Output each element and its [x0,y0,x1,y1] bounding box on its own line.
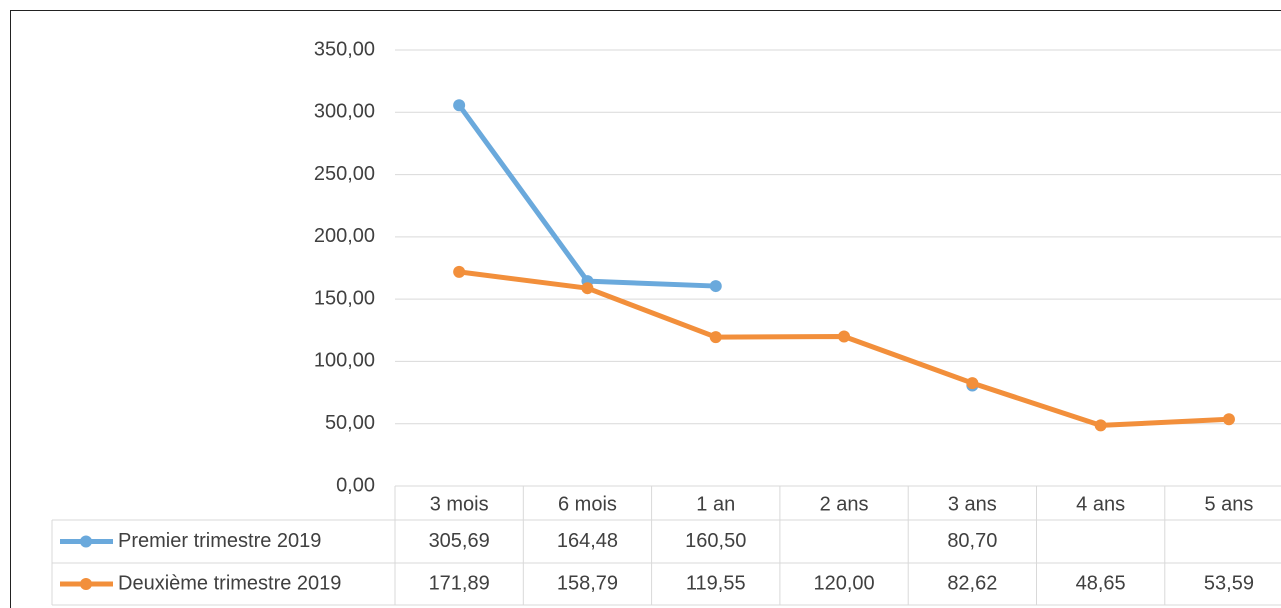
table-value: 305,69 [429,530,490,552]
series-marker [1094,419,1107,432]
y-tick-label: 150,00 [314,287,375,309]
table-value: 119,55 [686,572,746,594]
table-value: 80,70 [947,530,997,552]
y-tick-label: 100,00 [314,350,375,372]
series-marker [1222,413,1235,426]
y-tick-label: 300,00 [314,101,375,123]
x-tick-label: 6 mois [558,493,617,515]
table-value: 160,50 [685,530,746,552]
y-tick-label: 0,00 [336,474,375,496]
x-tick-label: 3 ans [948,493,997,515]
legend-key-marker [80,535,92,548]
x-tick-label: 3 mois [430,493,489,515]
y-tick-label: 200,00 [314,225,375,247]
series-marker [838,330,851,343]
x-tick-label: 1 an [696,493,735,515]
table-value: 120,00 [813,572,874,594]
table-value: 48,65 [1076,572,1126,594]
legend-label: Premier trimestre 2019 [118,530,321,552]
legend-label: Deuxième trimestre 2019 [118,572,341,594]
x-tick-label: 2 ans [820,493,869,515]
y-tick-label: 350,00 [314,38,375,60]
table-value: 171,89 [429,572,490,594]
series-marker [453,265,466,278]
table-value: 158,79 [557,572,618,594]
series-marker [709,280,722,293]
legend-key-marker [80,578,92,590]
table-value: 53,59 [1204,572,1254,594]
y-tick-label: 250,00 [314,163,375,185]
table-value: 82,62 [947,572,997,594]
table-value: 164,48 [557,530,618,552]
series-marker [581,282,594,295]
series-line [458,269,1230,428]
series-line [457,103,716,289]
series-marker [453,99,466,112]
x-tick-label: 5 ans [1204,493,1253,515]
series-marker [966,377,979,390]
frame [10,10,1281,608]
x-tick-label: 4 ans [1076,493,1125,515]
y-tick-label: 50,00 [325,412,375,434]
series-marker [709,331,722,344]
